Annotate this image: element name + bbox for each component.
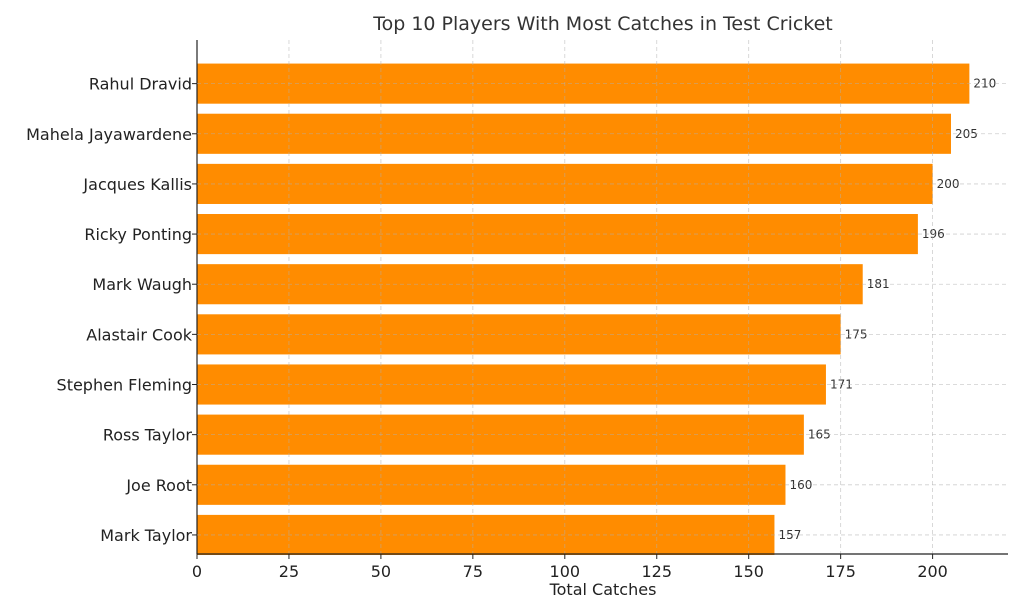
- x-tick-label: 0: [192, 562, 202, 581]
- data-label: 165: [808, 428, 831, 442]
- y-tick-label: Joe Root: [125, 476, 192, 495]
- y-tick-label: Alastair Cook: [86, 325, 192, 344]
- x-tick-label: 50: [371, 562, 391, 581]
- bar: [197, 364, 826, 405]
- x-axis-label: Total Catches: [549, 580, 657, 599]
- y-tick-label: Ricky Ponting: [84, 225, 192, 244]
- x-tick-label: 125: [641, 562, 672, 581]
- x-tick-label: 100: [550, 562, 581, 581]
- y-tick-label: Jacques Kallis: [82, 175, 192, 194]
- y-tick-label: Stephen Fleming: [57, 376, 192, 395]
- chart-title: Top 10 Players With Most Catches in Test…: [372, 13, 833, 35]
- bar: [197, 113, 951, 154]
- y-tick-label: Mark Waugh: [92, 275, 192, 294]
- x-tick-label: 25: [279, 562, 299, 581]
- y-tick-label: Rahul Dravid: [89, 75, 192, 94]
- x-tick-label: 200: [917, 562, 948, 581]
- data-label: 205: [955, 127, 978, 141]
- x-tick-label: 150: [733, 562, 764, 581]
- y-tick-label: Ross Taylor: [103, 426, 193, 445]
- y-tick-label: Mahela Jayawardene: [26, 125, 192, 144]
- x-tick-label: 175: [825, 562, 856, 581]
- data-label: 157: [778, 528, 801, 542]
- y-tick-label: Mark Taylor: [100, 526, 192, 545]
- x-tick-label: 75: [463, 562, 483, 581]
